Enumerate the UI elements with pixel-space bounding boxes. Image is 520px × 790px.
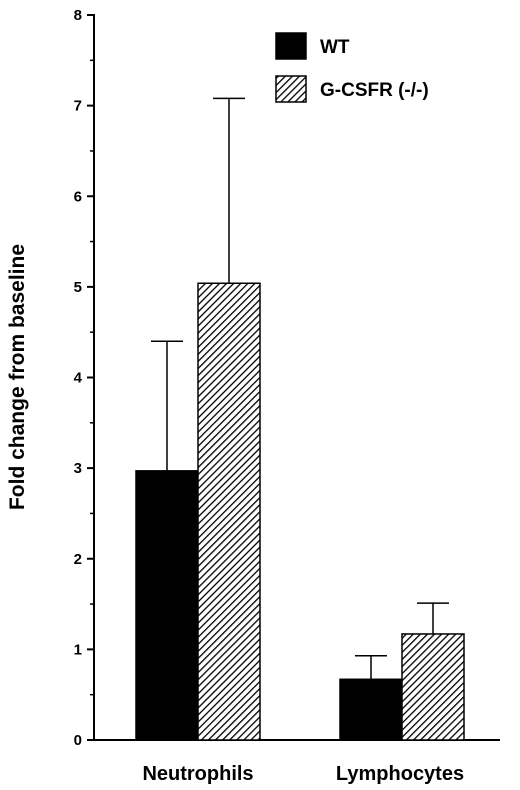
legend-label: WT bbox=[320, 37, 350, 58]
category-labels: Neutrophils Lymphocytes bbox=[142, 763, 464, 785]
bar-lymphocytes-wt bbox=[339, 678, 403, 741]
y-tick-label: 1 bbox=[74, 641, 82, 658]
y-tick-label: 3 bbox=[74, 460, 82, 477]
y-tick-label: 4 bbox=[74, 370, 83, 387]
legend: WT G-CSFR (-/-) bbox=[275, 32, 429, 103]
bar-lymphocytes-gcsfr bbox=[401, 633, 465, 741]
y-tick-label: 7 bbox=[74, 98, 82, 115]
legend-swatch bbox=[275, 32, 307, 60]
category-label: Lymphocytes bbox=[336, 763, 464, 785]
y-tick-label: 2 bbox=[74, 551, 82, 568]
category-label: Neutrophils bbox=[142, 763, 253, 785]
y-tick-label: 0 bbox=[74, 732, 82, 749]
bar-neutrophils-wt bbox=[135, 470, 199, 741]
legend-swatch bbox=[275, 75, 307, 103]
y-axis-ticks: 0 1 2 3 4 5 6 7 8 bbox=[74, 7, 94, 749]
bar-neutrophils-gcsfr bbox=[197, 282, 261, 741]
y-tick-label: 6 bbox=[74, 188, 82, 205]
y-tick-label: 5 bbox=[74, 279, 82, 296]
y-axis-title: Fold change from baseline bbox=[6, 244, 29, 510]
bars bbox=[135, 97, 465, 741]
y-tick-label: 8 bbox=[74, 7, 82, 24]
legend-label: G-CSFR (-/-) bbox=[320, 80, 429, 101]
